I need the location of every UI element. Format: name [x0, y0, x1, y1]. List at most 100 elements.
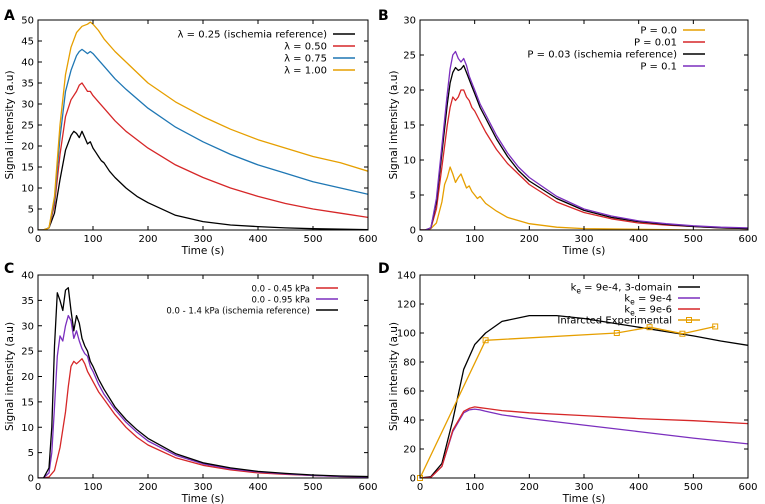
panel-D: D 0 100 200 300 400 500 600 0 20 40 60 80 100 120 140 Ti…	[378, 261, 758, 504]
y-tick-label: 25	[403, 51, 416, 62]
series-line-2	[420, 408, 748, 478]
x-tick-label: 300	[574, 234, 593, 245]
y-tick-label: 0	[410, 226, 416, 237]
x-tick-label: 100	[83, 482, 102, 493]
y-tick-label: 20	[21, 372, 34, 383]
y-tick-label: 35	[21, 296, 34, 307]
x-tick-label: 100	[83, 234, 102, 245]
series-line-1	[38, 130, 368, 230]
series-line-4	[420, 325, 716, 478]
x-tick-label: 500	[684, 482, 703, 493]
x-tick-label: 400	[248, 482, 267, 493]
panel-B: B 0 100 200 300 400 500 600 0 5 10 15 20 25 30 Time (s)…	[378, 8, 758, 257]
x-tick-label: 400	[248, 234, 267, 245]
data-point	[613, 330, 620, 336]
y-tick-label: 35	[21, 79, 34, 90]
series-line-2	[38, 314, 368, 478]
x-tick-label: 0	[417, 482, 423, 493]
x-tick-label: 400	[629, 234, 648, 245]
legend-label: P = 0.03 (ischemia reference)	[527, 50, 677, 61]
y-tick-label: 120	[397, 300, 416, 311]
series-line-3	[38, 287, 368, 478]
y-tick-label: 45	[21, 37, 34, 48]
x-tick-label: 500	[303, 482, 322, 493]
y-tick-label: 20	[21, 142, 34, 153]
legend-label: λ = 0.75	[284, 54, 327, 65]
legend-label: λ = 0.25 (ischemia reference)	[178, 30, 328, 41]
x-tick-label: 100	[465, 234, 484, 245]
y-tick-label: 140	[397, 271, 416, 282]
y-tick-label: 20	[403, 86, 416, 97]
y-tick-label: 20	[403, 445, 416, 456]
x-axis-label: Time (s)	[181, 245, 225, 257]
panel-label: A	[4, 8, 15, 24]
y-tick-label: 5	[28, 448, 34, 459]
x-tick-label: 300	[574, 482, 593, 493]
series-group	[420, 50, 748, 230]
x-tick-label: 600	[738, 482, 757, 493]
y-tick-label: 10	[21, 423, 34, 434]
data-point	[482, 337, 489, 344]
series-line-2	[420, 89, 748, 230]
y-tick-label: 0	[28, 474, 34, 485]
y-tick-label: 40	[21, 271, 34, 282]
plot-frame	[37, 274, 369, 479]
panel-label: C	[4, 261, 14, 277]
legend-label: Infarcted Experimental	[557, 316, 672, 327]
y-axis-label: Signal intensity (a.u)	[388, 322, 400, 431]
x-tick-label: 500	[303, 234, 322, 245]
y-tick-label: 25	[21, 347, 34, 358]
x-tick-label: 0	[35, 482, 41, 493]
x-tick-label: 600	[358, 234, 377, 245]
x-axis-label: Time (s)	[562, 245, 606, 257]
y-tick-label: 30	[403, 16, 416, 27]
y-axis-label: Signal intensity (a.u)	[4, 322, 16, 431]
series-line-3	[420, 64, 748, 230]
y-tick-label: 50	[21, 16, 34, 27]
legend-label: 0.0 - 1.4 kPa (ischemia reference)	[166, 307, 310, 317]
data-point	[679, 330, 686, 337]
y-tick-label: 25	[21, 121, 34, 132]
series-line-1	[420, 314, 748, 478]
legend-label: P = 0.0	[640, 26, 677, 37]
legend-marker	[686, 317, 692, 323]
y-tick-label: 5	[28, 205, 34, 216]
legend-label: ke = 9e-4	[624, 294, 672, 307]
legend-label: ke = 9e-6	[624, 305, 672, 318]
series-group	[420, 314, 748, 478]
y-tick-label: 30	[21, 100, 34, 111]
legend-label: P = 0.1	[640, 62, 677, 73]
y-tick-label: 15	[403, 121, 416, 132]
series-line-3	[420, 406, 748, 478]
y-tick-label: 40	[21, 58, 34, 69]
x-tick-label: 400	[629, 482, 648, 493]
y-axis-label: Signal intensity (a.u)	[388, 70, 400, 179]
panel-label: D	[378, 261, 390, 277]
series-group	[38, 21, 368, 230]
y-tick-label: 15	[21, 397, 34, 408]
y-tick-label: 30	[21, 321, 34, 332]
panel-C: C 0 100 200 300 400 500 600 0 5 10 15 20 25 30 35 40 Time…	[4, 261, 378, 504]
legend-label: 0.0 - 0.45 kPa	[252, 285, 311, 295]
y-tick-label: 40	[403, 416, 416, 427]
series-line-1	[38, 358, 368, 478]
series-group	[38, 287, 368, 478]
legend-label: ke = 9e-4, 3-domain	[571, 283, 672, 296]
y-tick-label: 10	[21, 184, 34, 195]
data-point	[712, 323, 719, 330]
panel-A: A 0 100 200 300 400 500 600 0 5 10 15 20 25 30 35 40 45 50…	[4, 8, 378, 257]
x-tick-label: 200	[520, 482, 539, 493]
legend-label: 0.0 - 0.95 kPa	[252, 296, 311, 306]
series-line-1	[420, 166, 748, 230]
x-tick-label: 100	[465, 482, 484, 493]
legend-label: P = 0.01	[634, 38, 677, 49]
x-tick-label: 300	[193, 482, 212, 493]
y-tick-label: 0	[28, 226, 34, 237]
y-tick-label: 60	[403, 387, 416, 398]
x-tick-label: 500	[684, 234, 703, 245]
legend-label: λ = 1.00	[284, 66, 327, 77]
series-line-4	[420, 50, 748, 230]
y-tick-label: 80	[403, 358, 416, 369]
x-tick-label: 200	[138, 482, 157, 493]
x-tick-label: 600	[738, 234, 757, 245]
